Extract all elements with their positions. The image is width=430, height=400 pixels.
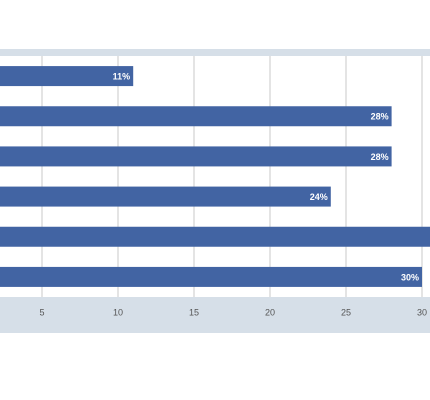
bar [0, 146, 392, 167]
value-label: 30% [401, 272, 419, 282]
x-tick-label: 15 [189, 307, 199, 317]
bar [0, 226, 430, 247]
x-tick-label: 10 [113, 307, 123, 317]
x-tick-label: 25 [341, 307, 351, 317]
top-band [0, 49, 430, 56]
bar [0, 106, 392, 127]
bar [0, 266, 422, 287]
value-label: 28% [371, 152, 389, 162]
axis-band [0, 297, 430, 333]
x-tick-label: 20 [265, 307, 275, 317]
value-label: 28% [371, 112, 389, 122]
x-tick-label: 5 [39, 307, 44, 317]
bar [0, 66, 134, 87]
x-tick-label: 30 [417, 307, 427, 317]
value-label: 11% [113, 71, 131, 81]
bar [0, 186, 331, 207]
value-label: 24% [310, 192, 328, 202]
